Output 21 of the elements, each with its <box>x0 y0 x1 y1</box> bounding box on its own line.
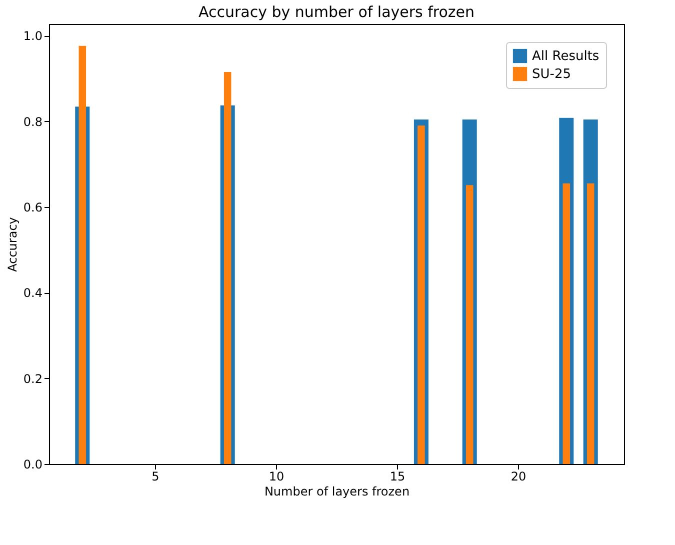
bar <box>78 46 86 464</box>
y-axis-title: Accuracy <box>5 217 20 272</box>
legend-label: All Results <box>532 49 600 64</box>
legend-label: SU-25 <box>532 67 571 82</box>
x-tick-label: 20 <box>510 470 526 484</box>
y-tick-label: 1.0 <box>23 29 42 44</box>
x-axis-title: Number of layers frozen <box>264 484 410 498</box>
bar <box>586 183 594 464</box>
x-tick-label: 10 <box>268 470 284 484</box>
y-tick-label: 0.2 <box>23 372 42 386</box>
x-tick-label: 15 <box>390 470 406 484</box>
y-tick-label: 0.4 <box>23 286 42 300</box>
y-tick-label: 0.6 <box>23 200 42 214</box>
bar <box>466 185 474 464</box>
chart-title: Accuracy by number of layers frozen <box>198 3 475 21</box>
bar <box>224 72 232 464</box>
y-tick-label: 0.8 <box>23 114 42 129</box>
y-tick-label: 0.0 <box>23 458 42 472</box>
bar <box>562 183 570 464</box>
bar <box>418 126 425 464</box>
x-tick-label: 5 <box>152 470 160 484</box>
